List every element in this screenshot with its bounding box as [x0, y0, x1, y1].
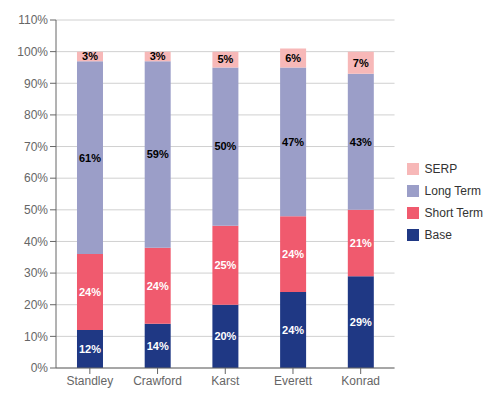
- svg-text:90%: 90%: [24, 77, 48, 91]
- svg-text:43%: 43%: [350, 136, 372, 148]
- svg-text:50%: 50%: [214, 140, 236, 152]
- svg-text:12%: 12%: [79, 343, 101, 355]
- svg-text:30%: 30%: [24, 266, 48, 280]
- svg-text:24%: 24%: [79, 286, 101, 298]
- svg-text:20%: 20%: [24, 298, 48, 312]
- svg-text:59%: 59%: [147, 148, 169, 160]
- svg-text:0%: 0%: [31, 361, 49, 375]
- svg-text:10%: 10%: [24, 330, 48, 344]
- svg-text:29%: 29%: [350, 316, 372, 328]
- svg-text:60%: 60%: [24, 171, 48, 185]
- html-text:SERP: SERP: [424, 161, 458, 176]
- svg-text:20%: 20%: [214, 330, 236, 342]
- svg-text:14%: 14%: [147, 340, 169, 352]
- svg-text:Konrad: Konrad: [341, 374, 380, 388]
- svg-text:24%: 24%: [147, 280, 169, 292]
- svg-text:5%: 5%: [217, 53, 233, 65]
- svg-text:50%: 50%: [24, 203, 48, 217]
- html-text:Long Term: Long Term: [424, 183, 481, 198]
- svg-text:6%: 6%: [285, 52, 301, 64]
- svg-text:24%: 24%: [282, 324, 304, 336]
- svg-text:40%: 40%: [24, 235, 48, 249]
- svg-text:25%: 25%: [214, 259, 236, 271]
- svg-text:7%: 7%: [353, 57, 369, 69]
- svg-text:Crawford: Crawford: [133, 374, 182, 388]
- svg-text:80%: 80%: [24, 108, 48, 122]
- svg-text:70%: 70%: [24, 140, 48, 154]
- svg-text:21%: 21%: [350, 237, 372, 249]
- svg-text:61%: 61%: [79, 152, 101, 164]
- svg-text:3%: 3%: [82, 50, 98, 62]
- svg-text:24%: 24%: [282, 248, 304, 260]
- svg-text:Karst: Karst: [211, 374, 240, 388]
- svg-text:3%: 3%: [150, 50, 166, 62]
- html-text:Short Term: Short Term: [424, 205, 483, 220]
- svg-text:Standley: Standley: [67, 374, 114, 388]
- svg-text:Everett: Everett: [274, 374, 313, 388]
- svg-text:47%: 47%: [282, 136, 304, 148]
- svg-text:110%: 110%: [18, 13, 48, 27]
- html-text:Base: Base: [424, 227, 452, 242]
- svg-text:100%: 100%: [17, 45, 48, 59]
